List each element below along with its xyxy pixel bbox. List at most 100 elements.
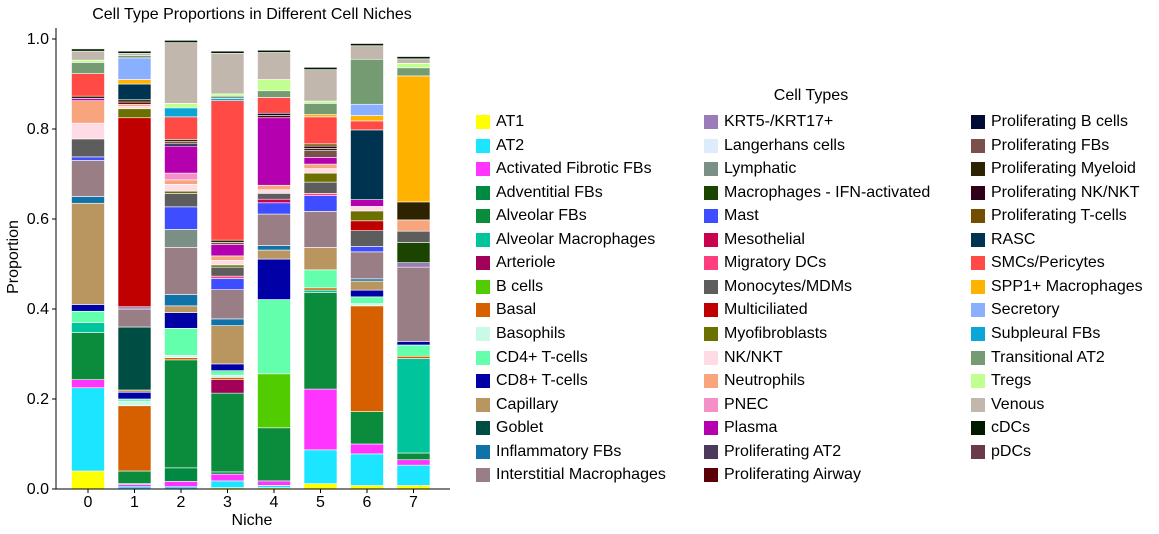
y-tick-label: 1.0 <box>27 31 49 48</box>
bar-segment <box>71 322 105 333</box>
bar-segment <box>210 93 245 97</box>
bar-segment <box>396 230 431 243</box>
legend-swatch <box>704 185 718 200</box>
bar-segment <box>350 246 384 253</box>
bar-segment <box>164 145 198 174</box>
legend-swatch <box>476 444 490 459</box>
bar-segment <box>350 485 384 490</box>
bar-segment <box>303 168 338 174</box>
legend-swatch <box>476 468 490 483</box>
legend-swatch <box>704 444 718 459</box>
bar-segment <box>71 62 105 74</box>
bar-segment <box>303 247 338 271</box>
legend-swatch <box>971 374 985 389</box>
legend-swatch <box>476 326 490 341</box>
bar-segment <box>71 387 105 472</box>
legend-label: PNEC <box>724 395 769 413</box>
bar-segment <box>210 480 245 488</box>
legend-swatch <box>971 326 985 341</box>
bar-segment <box>350 115 384 122</box>
bar-segment <box>71 73 105 97</box>
bar-segment <box>210 50 245 54</box>
legend-label: Adventitial FBs <box>496 183 603 201</box>
bar-segment <box>210 260 245 266</box>
x-tick-label: 5 <box>316 494 325 511</box>
y-tick-label: 0.6 <box>27 211 49 228</box>
bar-segment <box>350 103 384 116</box>
bar-segment <box>210 471 245 475</box>
legend-swatch <box>704 350 718 365</box>
x-tick-label: 6 <box>363 494 372 511</box>
bar-segment <box>210 473 245 482</box>
bar-segment <box>71 196 105 204</box>
bar-segment <box>257 213 291 246</box>
bar-segment <box>117 50 152 54</box>
bar-segment <box>303 103 338 115</box>
bar-segment <box>303 163 338 169</box>
bar-segment <box>71 95 105 99</box>
bar-segment <box>303 150 338 158</box>
bar-segment <box>117 484 152 488</box>
bar-segment <box>164 116 198 140</box>
bar-segment <box>210 100 245 241</box>
bar-segment <box>396 452 431 461</box>
bar-segment <box>396 262 431 268</box>
bar-segment <box>210 266 245 277</box>
bar-segment <box>164 294 198 307</box>
legend-label: CD8+ T-cells <box>496 372 588 390</box>
bar-segment <box>396 485 431 490</box>
bar-segment <box>117 106 152 110</box>
bar-segment <box>117 400 152 407</box>
bar-segment <box>210 264 245 268</box>
bar-segment <box>71 379 105 389</box>
bar-segment <box>117 117 152 308</box>
bar-segment <box>164 355 198 358</box>
bar-segment <box>257 427 291 482</box>
bar-segment <box>71 59 105 63</box>
legend-swatch <box>704 162 718 177</box>
bar-segment <box>303 292 338 390</box>
legend-label: SMCs/Pericytes <box>991 254 1105 272</box>
legend-swatch <box>476 232 490 247</box>
bar-segment <box>350 210 384 222</box>
legend-swatch <box>704 468 718 483</box>
bar-segment <box>164 206 198 230</box>
x-tick-label: 1 <box>130 494 139 511</box>
legend-label: Langerhans cells <box>724 136 845 154</box>
bar-segment <box>210 278 245 290</box>
bar-segment <box>396 344 431 357</box>
bar-segment <box>350 443 384 455</box>
bar-segment <box>164 247 198 295</box>
bar-segment <box>164 229 198 248</box>
legend-swatch <box>704 374 718 389</box>
bar-segment <box>117 326 152 391</box>
legend-label: Lymphatic <box>724 160 797 178</box>
bar-segment <box>257 79 291 92</box>
bar-segment <box>117 83 152 101</box>
bar-segment <box>350 129 384 200</box>
legend-label: SPP1+ Macrophages <box>991 277 1143 295</box>
legend-swatch <box>971 256 985 271</box>
bar-segment <box>210 374 245 378</box>
bar-segment <box>117 99 152 103</box>
bar-segment <box>164 467 198 482</box>
bar-segment <box>350 303 384 307</box>
bar-segment <box>164 179 198 185</box>
legend-label: CD4+ T-cells <box>496 348 588 366</box>
legend-label: Goblet <box>496 419 544 437</box>
bar-segment <box>350 280 384 291</box>
bar-segment <box>257 480 291 486</box>
legend-label: Proliferating Airway <box>724 466 861 484</box>
bar-segment <box>71 332 105 380</box>
legend-label: Venous <box>991 395 1045 413</box>
legend-label: Basal <box>496 301 537 319</box>
bar-segment <box>350 296 384 304</box>
legend-label: Proliferating B cells <box>991 113 1128 130</box>
bar-segment <box>164 481 198 488</box>
y-tick-label: 0.2 <box>27 391 49 408</box>
legend-swatch <box>971 138 985 153</box>
bar-segment <box>164 143 198 147</box>
bar-segment <box>396 341 431 346</box>
legend-swatch <box>971 209 985 224</box>
legend-label: Multiciliated <box>724 301 808 319</box>
